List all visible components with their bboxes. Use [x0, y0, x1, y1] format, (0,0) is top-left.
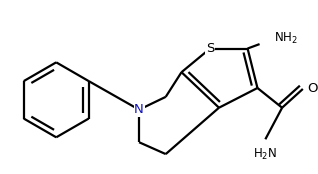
Text: O: O [307, 82, 317, 96]
Text: N: N [134, 103, 144, 116]
Text: NH$_2$: NH$_2$ [274, 31, 298, 46]
Text: H$_2$N: H$_2$N [253, 147, 277, 162]
Text: S: S [206, 42, 214, 55]
